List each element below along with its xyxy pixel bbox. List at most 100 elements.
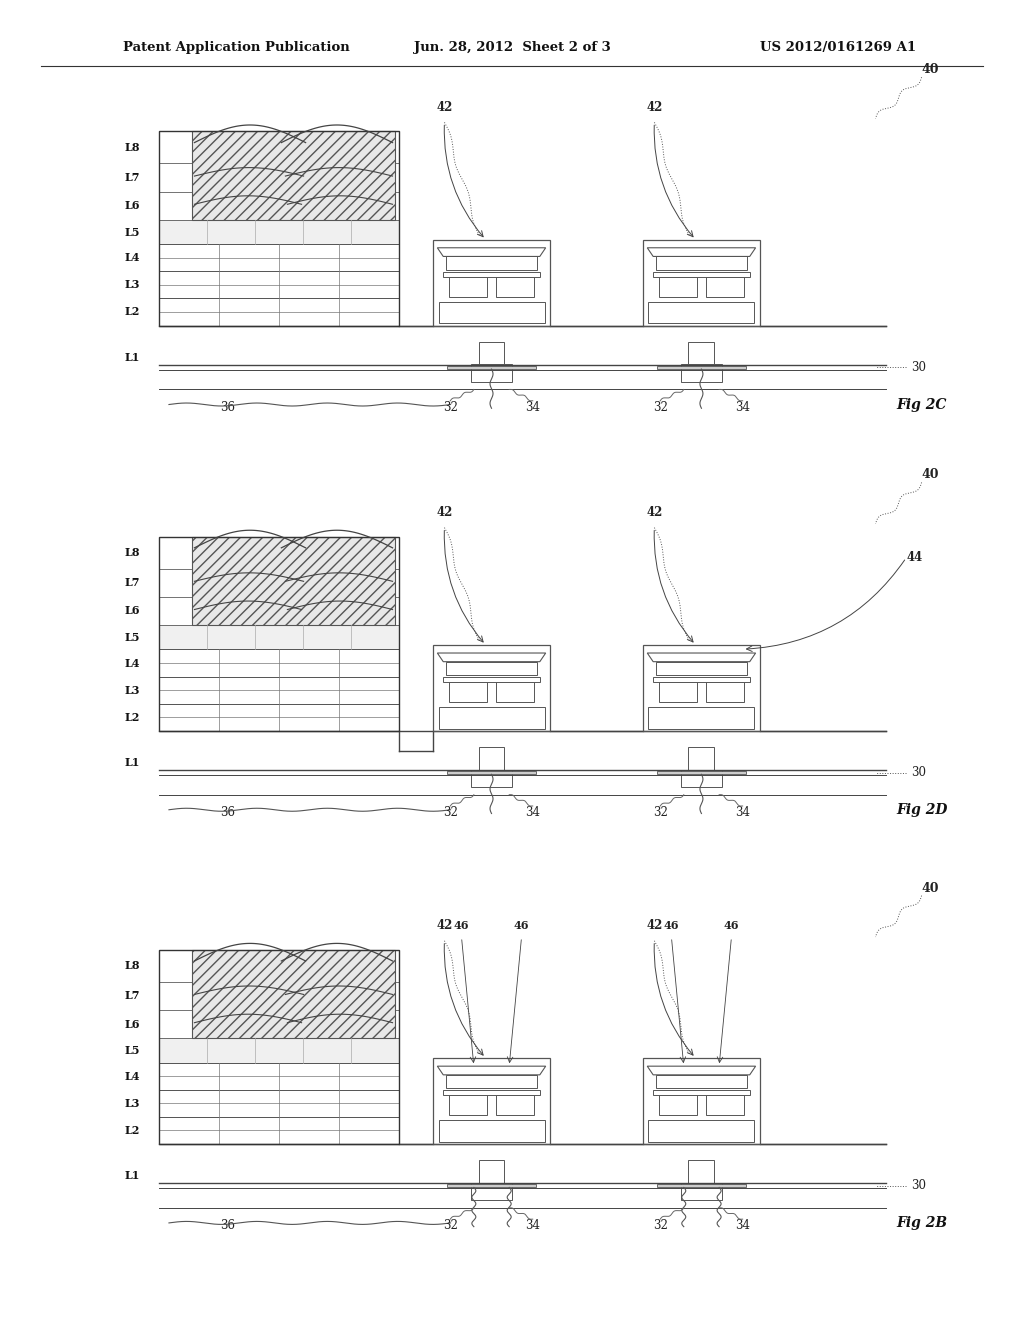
- Polygon shape: [647, 1067, 756, 1074]
- Text: 42: 42: [646, 506, 663, 519]
- Bar: [478, 1160, 505, 1195]
- Bar: [688, 342, 715, 376]
- Bar: [643, 1059, 760, 1144]
- Bar: [478, 747, 505, 781]
- Bar: [681, 364, 722, 381]
- Bar: [159, 677, 399, 704]
- Bar: [478, 342, 505, 376]
- Bar: [394, 537, 399, 569]
- Bar: [648, 1121, 755, 1142]
- Text: Patent Application Publication: Patent Application Publication: [123, 41, 349, 54]
- Bar: [159, 626, 399, 649]
- Bar: [159, 982, 193, 1010]
- Text: 32: 32: [652, 401, 668, 414]
- Text: L4: L4: [125, 252, 140, 263]
- Bar: [159, 1063, 399, 1090]
- Text: Fig 2C: Fig 2C: [896, 399, 946, 412]
- Text: 32: 32: [442, 807, 458, 820]
- Bar: [394, 132, 399, 164]
- Text: L3: L3: [125, 1098, 140, 1109]
- Bar: [443, 677, 540, 682]
- Bar: [159, 537, 399, 731]
- Bar: [688, 747, 715, 781]
- Text: US 2012/0161269 A1: US 2012/0161269 A1: [761, 41, 916, 54]
- Bar: [159, 1117, 399, 1144]
- Text: L6: L6: [125, 606, 140, 616]
- Text: Jun. 28, 2012  Sheet 2 of 3: Jun. 28, 2012 Sheet 2 of 3: [414, 41, 610, 54]
- Bar: [450, 1096, 486, 1115]
- Text: L8: L8: [125, 546, 140, 558]
- Bar: [659, 682, 696, 702]
- Bar: [394, 597, 399, 626]
- Bar: [681, 770, 722, 787]
- Text: 46: 46: [454, 920, 469, 931]
- Bar: [471, 364, 512, 381]
- Text: 34: 34: [525, 401, 541, 414]
- Text: L1: L1: [125, 352, 140, 363]
- Bar: [432, 1059, 551, 1144]
- Bar: [445, 1074, 538, 1089]
- Text: 42: 42: [646, 919, 663, 932]
- Bar: [159, 244, 399, 272]
- Text: 32: 32: [442, 1220, 458, 1233]
- Text: 34: 34: [525, 1220, 541, 1233]
- Polygon shape: [647, 248, 756, 256]
- Bar: [394, 191, 399, 220]
- Text: L5: L5: [125, 1045, 140, 1056]
- Text: L2: L2: [125, 711, 140, 723]
- Bar: [648, 302, 755, 323]
- Polygon shape: [437, 653, 546, 661]
- Bar: [643, 240, 760, 326]
- Text: 34: 34: [525, 807, 541, 820]
- Text: 30: 30: [911, 766, 927, 779]
- Text: Fig 2B: Fig 2B: [896, 1217, 947, 1230]
- Bar: [159, 704, 399, 731]
- Bar: [655, 1074, 748, 1089]
- Bar: [159, 191, 193, 220]
- Bar: [159, 1039, 399, 1063]
- Text: 36: 36: [220, 401, 236, 414]
- Text: L7: L7: [125, 577, 140, 589]
- Polygon shape: [647, 653, 756, 661]
- Bar: [648, 708, 755, 729]
- Bar: [394, 950, 399, 982]
- Text: 34: 34: [735, 1220, 751, 1233]
- Bar: [159, 1010, 193, 1039]
- Text: L8: L8: [125, 960, 140, 972]
- Bar: [438, 1121, 545, 1142]
- Text: 40: 40: [922, 63, 939, 77]
- Bar: [159, 950, 193, 982]
- Bar: [159, 164, 193, 191]
- Bar: [643, 645, 760, 731]
- Bar: [497, 277, 534, 297]
- Text: 46: 46: [724, 920, 739, 931]
- Bar: [443, 272, 540, 277]
- Bar: [193, 950, 394, 1039]
- Text: 42: 42: [436, 506, 453, 519]
- Bar: [159, 569, 193, 597]
- Bar: [450, 277, 486, 297]
- Bar: [659, 1096, 696, 1115]
- Text: 32: 32: [652, 807, 668, 820]
- Text: 30: 30: [911, 1179, 927, 1192]
- Bar: [432, 240, 551, 326]
- Bar: [653, 272, 750, 277]
- Text: 34: 34: [735, 807, 751, 820]
- Text: L7: L7: [125, 990, 140, 1002]
- Bar: [707, 682, 743, 702]
- Bar: [159, 1090, 399, 1117]
- Bar: [159, 272, 399, 298]
- Bar: [445, 256, 538, 271]
- Text: 42: 42: [646, 100, 663, 114]
- Text: L3: L3: [125, 685, 140, 696]
- Polygon shape: [437, 248, 546, 256]
- Text: L2: L2: [125, 1125, 140, 1137]
- Bar: [681, 1183, 722, 1200]
- Text: 46: 46: [664, 920, 679, 931]
- Bar: [707, 1096, 743, 1115]
- Bar: [159, 537, 193, 569]
- Bar: [394, 982, 399, 1010]
- Bar: [438, 708, 545, 729]
- Bar: [193, 537, 394, 626]
- Bar: [497, 1096, 534, 1115]
